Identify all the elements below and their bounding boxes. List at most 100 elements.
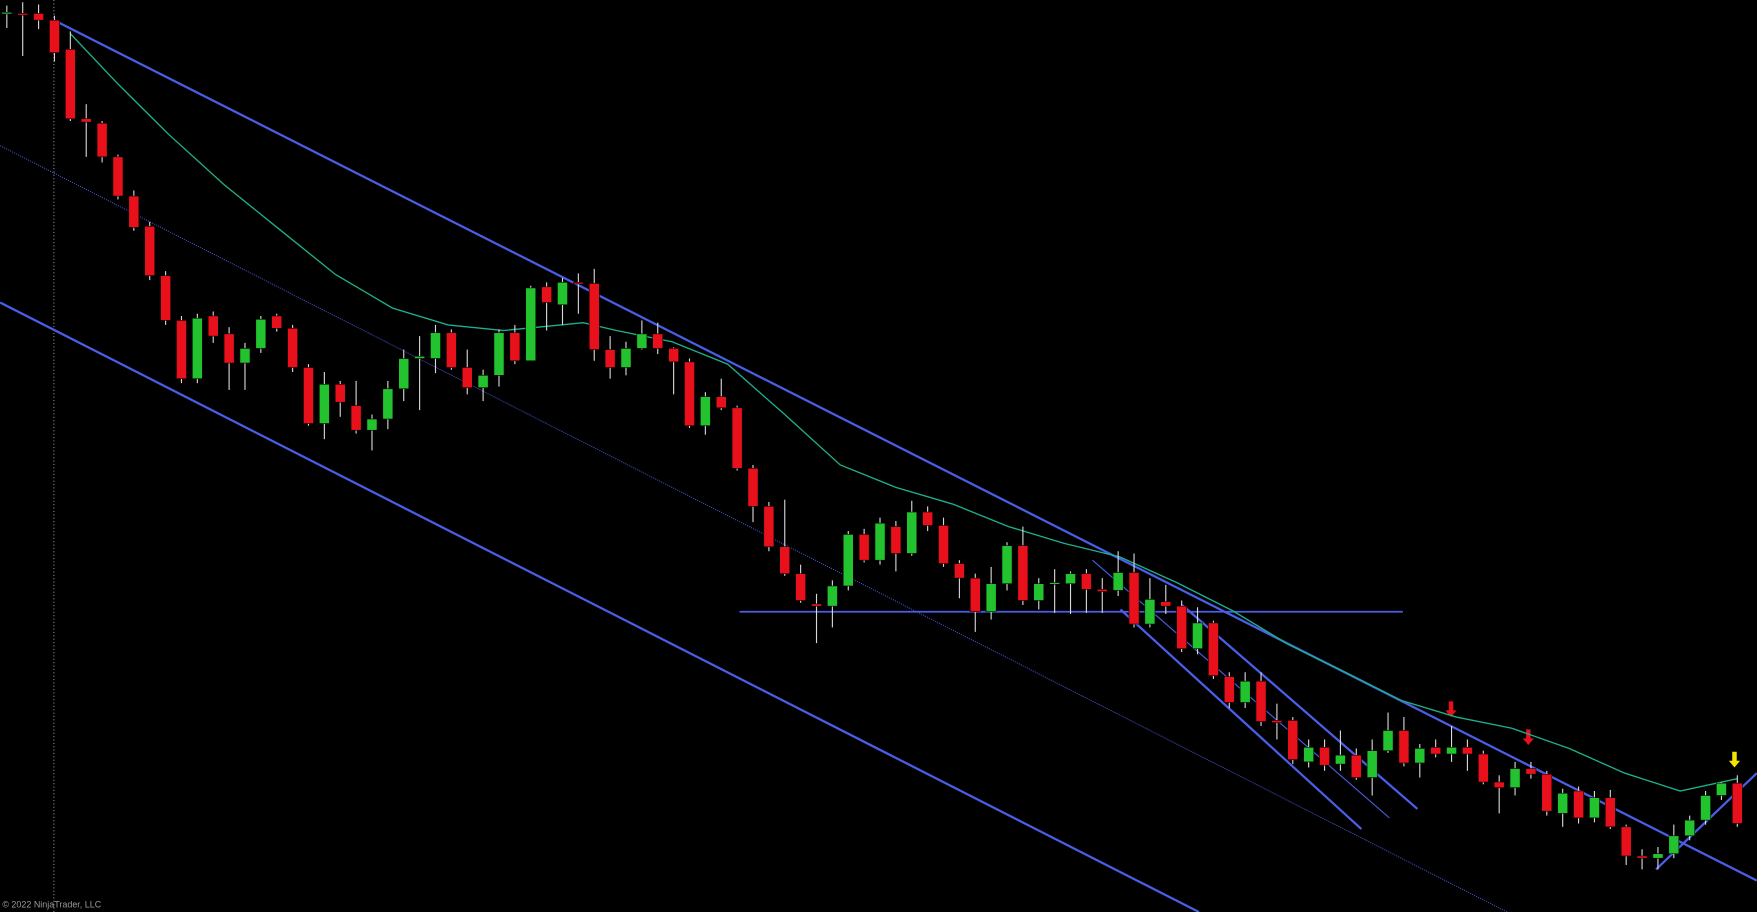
candle-body	[1541, 773, 1553, 812]
candle-body	[1557, 792, 1569, 814]
candle-body	[969, 577, 981, 613]
candle-body	[795, 573, 806, 601]
channel-midline	[0, 145, 1508, 912]
candle-body	[1477, 753, 1489, 783]
candle-body	[1271, 720, 1283, 723]
candle-body	[446, 332, 457, 368]
candle-body	[954, 563, 965, 579]
candle-body	[1716, 782, 1727, 796]
candle-body	[1620, 826, 1632, 857]
candle-body	[192, 317, 203, 379]
candle-body	[1049, 582, 1060, 585]
candle-body	[541, 286, 552, 303]
candle-body	[239, 348, 251, 364]
candle-body	[223, 333, 235, 364]
candle-body	[1255, 680, 1267, 722]
candle-body	[461, 367, 473, 388]
candle-body	[17, 13, 29, 16]
candle-body	[96, 122, 108, 158]
signal-arrow	[1445, 701, 1457, 718]
candle-body	[1525, 768, 1537, 775]
candle-body	[477, 375, 489, 388]
candle-body	[1065, 573, 1076, 585]
candle-body	[842, 534, 854, 587]
candle-body	[1366, 750, 1378, 778]
candle-body	[1033, 583, 1045, 601]
candle-body	[1176, 605, 1187, 649]
candle-body	[1462, 747, 1473, 755]
candle-body	[1192, 622, 1203, 649]
candle-body	[1335, 754, 1346, 765]
candle-body	[49, 19, 60, 53]
candle-body	[1350, 754, 1362, 778]
signal-arrow	[1522, 729, 1534, 746]
candle-body	[207, 315, 219, 337]
candle-body	[985, 583, 997, 613]
arrows	[1445, 701, 1741, 768]
candle-body	[906, 511, 918, 554]
candle-body	[33, 13, 44, 21]
candle-body	[858, 534, 870, 561]
candle-body	[144, 226, 156, 276]
candle-body	[1652, 853, 1664, 859]
candle-body	[350, 405, 362, 431]
candle-body	[1144, 599, 1156, 625]
plot-area	[1, 2, 1743, 870]
candle-body	[573, 282, 584, 285]
candle-body	[255, 319, 267, 349]
candle-body	[525, 287, 537, 362]
candle-body	[1731, 782, 1743, 824]
candle-body	[271, 315, 283, 329]
candle-body	[1589, 797, 1600, 819]
candle-body	[1287, 720, 1299, 760]
signal-arrow	[1728, 751, 1741, 768]
trend-line	[1119, 608, 1363, 830]
candle-body	[1160, 601, 1172, 607]
candle-body	[176, 320, 187, 379]
candle-body	[668, 348, 679, 363]
candle-body	[160, 275, 171, 321]
candle-body	[700, 396, 711, 427]
candle-body	[1573, 790, 1584, 819]
candle-body	[1223, 676, 1235, 703]
candle-body	[1430, 747, 1441, 755]
candle-body	[747, 468, 759, 507]
candle-body	[684, 361, 695, 427]
candle-body	[1493, 781, 1505, 788]
candle-body	[604, 349, 616, 368]
candle-body	[938, 525, 949, 564]
candle-body	[1398, 730, 1410, 764]
copyright: © 2022 NinjaTrader, LLC	[2, 900, 101, 910]
moving-average	[69, 33, 1738, 792]
candle-body	[620, 348, 632, 368]
candle-body	[1128, 572, 1140, 625]
candle-body	[636, 333, 648, 349]
trend-line	[53, 19, 1757, 882]
candle-body	[1684, 819, 1696, 837]
candle-body	[557, 282, 568, 306]
candle-body	[112, 156, 124, 197]
candle-body	[763, 506, 775, 548]
candle-body	[1001, 545, 1013, 585]
candle-body	[80, 118, 92, 123]
candle-body	[874, 522, 886, 561]
candle-body	[65, 49, 76, 120]
candle-body	[827, 585, 838, 607]
candle-body	[779, 546, 791, 574]
candle-body	[493, 332, 505, 376]
candle-body	[334, 384, 346, 403]
candle-body	[652, 333, 664, 349]
candle-body	[1208, 622, 1219, 676]
candle-body	[715, 396, 727, 409]
candle-body	[1509, 768, 1521, 788]
candle-body	[382, 388, 394, 420]
candle-body	[1700, 795, 1711, 821]
candle-body	[811, 603, 822, 607]
candle-body	[1604, 797, 1616, 828]
candle-body	[1414, 748, 1426, 764]
candle-body	[509, 332, 521, 362]
candle-body	[1636, 855, 1648, 859]
